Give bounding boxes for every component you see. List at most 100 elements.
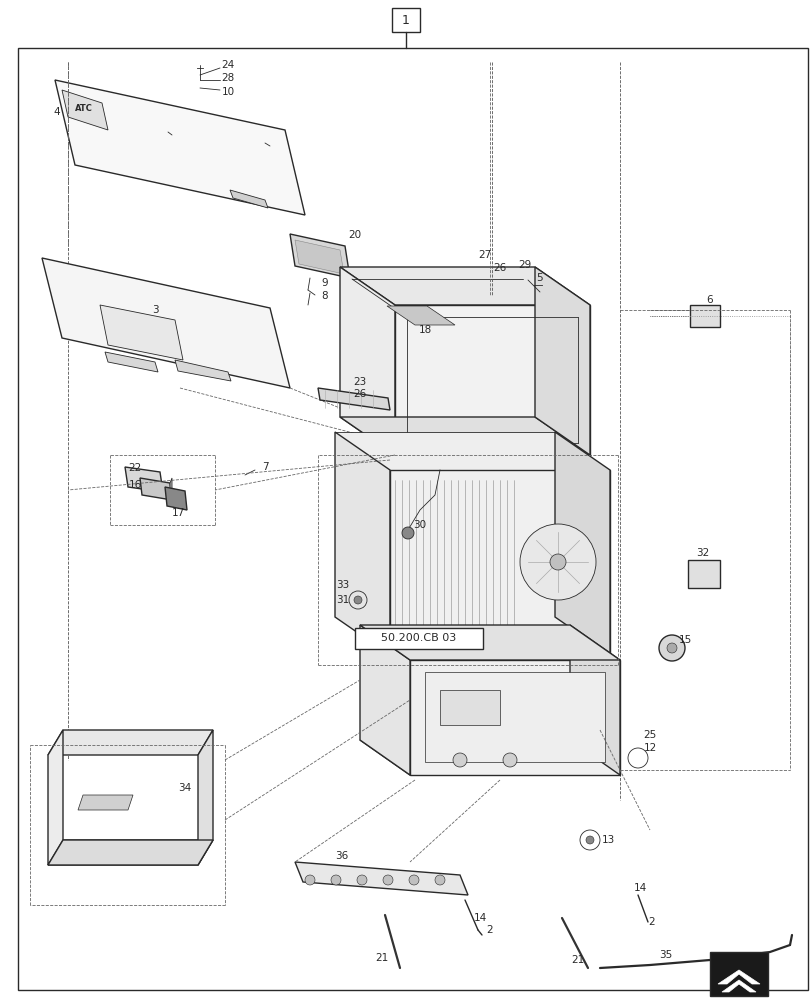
Polygon shape <box>198 730 212 865</box>
Text: 28: 28 <box>221 73 234 83</box>
Text: 36: 36 <box>335 851 348 861</box>
Text: 27: 27 <box>478 250 491 260</box>
Polygon shape <box>340 417 590 455</box>
Polygon shape <box>62 90 108 130</box>
Text: 18: 18 <box>418 325 431 335</box>
Text: 26: 26 <box>493 263 506 273</box>
Text: 4: 4 <box>54 107 60 117</box>
Polygon shape <box>554 432 609 655</box>
Polygon shape <box>410 660 620 775</box>
Polygon shape <box>359 625 620 660</box>
Polygon shape <box>100 305 182 360</box>
Bar <box>687 560 719 588</box>
Polygon shape <box>294 240 344 274</box>
Text: 5: 5 <box>536 273 543 283</box>
Polygon shape <box>389 470 609 655</box>
Circle shape <box>305 875 315 885</box>
Text: 32: 32 <box>696 548 709 558</box>
Polygon shape <box>48 840 212 865</box>
Circle shape <box>519 524 595 600</box>
Polygon shape <box>139 478 172 500</box>
Polygon shape <box>169 478 172 500</box>
Bar <box>440 690 500 725</box>
Polygon shape <box>569 625 620 775</box>
Polygon shape <box>105 352 158 372</box>
Text: 9: 9 <box>321 278 328 288</box>
Text: 10: 10 <box>221 87 234 97</box>
Polygon shape <box>340 267 590 305</box>
Circle shape <box>435 875 444 885</box>
Text: 50.200.CB 03: 50.200.CB 03 <box>381 633 456 643</box>
Text: 12: 12 <box>642 743 656 753</box>
Polygon shape <box>48 730 63 865</box>
Polygon shape <box>534 267 590 455</box>
Text: 21: 21 <box>571 955 584 965</box>
Text: 3: 3 <box>152 305 158 315</box>
Text: 24: 24 <box>221 60 234 70</box>
Bar <box>709 952 767 996</box>
Circle shape <box>357 875 367 885</box>
Polygon shape <box>318 388 389 410</box>
Text: 7: 7 <box>261 462 268 472</box>
Polygon shape <box>55 80 305 215</box>
Bar <box>689 305 719 327</box>
Polygon shape <box>48 840 212 865</box>
Polygon shape <box>335 432 389 655</box>
Text: 23: 23 <box>353 377 367 387</box>
Text: 16: 16 <box>128 480 141 490</box>
Circle shape <box>659 635 684 661</box>
Circle shape <box>401 527 414 539</box>
Text: 14: 14 <box>633 883 646 893</box>
Text: 31: 31 <box>336 595 350 605</box>
Polygon shape <box>359 740 620 775</box>
Circle shape <box>666 643 676 653</box>
Circle shape <box>383 875 393 885</box>
Polygon shape <box>387 306 454 325</box>
Text: 33: 33 <box>336 580 350 590</box>
Bar <box>354 628 483 649</box>
Polygon shape <box>125 467 163 492</box>
Text: 26: 26 <box>353 389 367 399</box>
Text: 20: 20 <box>348 230 361 240</box>
Circle shape <box>549 554 565 570</box>
Polygon shape <box>48 730 212 755</box>
Text: 14: 14 <box>473 913 486 923</box>
Polygon shape <box>165 487 187 510</box>
Text: 34: 34 <box>178 783 191 793</box>
Text: 25: 25 <box>642 730 656 740</box>
Text: 2: 2 <box>648 917 654 927</box>
Text: 29: 29 <box>517 260 531 270</box>
Text: 1: 1 <box>401 14 410 27</box>
Polygon shape <box>290 234 350 278</box>
Circle shape <box>586 836 594 844</box>
Circle shape <box>409 875 418 885</box>
Circle shape <box>502 753 517 767</box>
Polygon shape <box>230 190 268 208</box>
Bar <box>392 8 419 32</box>
Polygon shape <box>721 980 755 992</box>
Text: 15: 15 <box>677 635 691 645</box>
Text: 22: 22 <box>128 463 141 473</box>
Polygon shape <box>42 258 290 388</box>
Text: 21: 21 <box>375 953 388 963</box>
Polygon shape <box>340 267 394 455</box>
Polygon shape <box>359 625 410 775</box>
Text: 30: 30 <box>413 520 426 530</box>
Text: 8: 8 <box>321 291 328 301</box>
Polygon shape <box>175 360 230 381</box>
Text: 35: 35 <box>659 950 672 960</box>
Circle shape <box>453 753 466 767</box>
Text: ATC: ATC <box>75 104 92 113</box>
Text: 2: 2 <box>486 925 493 935</box>
Text: 13: 13 <box>601 835 614 845</box>
Polygon shape <box>294 862 467 895</box>
Text: 6: 6 <box>706 295 712 305</box>
Polygon shape <box>394 305 590 455</box>
Circle shape <box>354 596 362 604</box>
Polygon shape <box>335 432 554 617</box>
Bar <box>424 672 604 762</box>
Polygon shape <box>717 970 759 984</box>
Circle shape <box>331 875 341 885</box>
Text: 17: 17 <box>171 508 184 518</box>
Polygon shape <box>78 795 133 810</box>
